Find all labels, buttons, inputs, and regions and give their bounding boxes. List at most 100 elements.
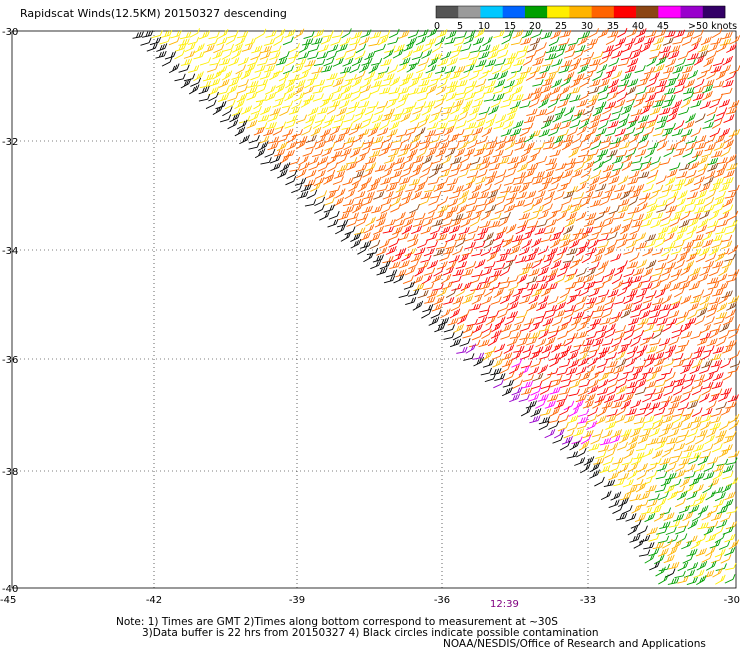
wind-barb [357,100,370,109]
wind-barb [535,108,548,117]
wind-barb [560,59,573,68]
wind-barb [539,65,551,74]
wind-barb [427,78,439,88]
wind-barb [579,77,591,88]
wind-barb [428,113,440,124]
wind-barb [323,57,335,67]
wind-barb [250,71,262,81]
wind-barb [212,50,224,60]
wind-barb [411,51,424,61]
lat-tick-label: -32 [2,137,18,148]
wind-barb [673,120,685,131]
wind-barb [227,30,239,39]
wind-barb [483,119,495,130]
wind-barb [668,50,680,60]
wind-barb [678,106,690,116]
wind-barb [383,108,395,117]
wind-barb [331,85,343,95]
wind-barb [545,45,557,54]
wind-barb [488,105,499,115]
wind-barb [718,99,730,108]
wind-barb [349,37,361,46]
wind-barb [149,36,162,46]
wind-barb [540,84,552,94]
wind-barb [282,36,294,46]
wind-barb [522,55,534,66]
wind-barb [228,78,240,87]
wind-barb [721,31,733,40]
wind-barb [592,106,604,117]
wind-barb [259,71,272,80]
map-title: Rapidscat Winds(12.5KM) 20150327 descend… [20,7,287,20]
wind-barb [592,51,604,60]
wind-barb [161,56,173,67]
wind-barb [364,51,376,61]
wind-barb [180,78,192,89]
wind-barb [491,65,503,75]
wind-barb [713,112,725,122]
wind-barb [369,31,382,39]
wind-barb [585,98,597,108]
wind-barb [452,99,464,108]
wind-barb [588,86,600,95]
wind-barb [574,44,586,53]
wind-barb [440,71,452,81]
wind-barb [168,63,180,74]
wind-barb [265,121,277,130]
wind-barb [297,51,310,60]
wind-barb [246,91,258,101]
wind-barb [307,51,319,60]
wind-barb [386,98,397,109]
wind-barb [310,126,322,137]
wind-barb [308,44,320,53]
wind-barb [205,99,217,109]
wind-barb [519,100,531,109]
wind-barb [288,106,300,115]
wind-barb [665,78,677,88]
legend-label: 25 [555,21,567,32]
lat-tick-label: -30 [2,27,18,38]
wind-barb [179,31,192,40]
wind-barb [241,105,253,115]
wind-barb [269,51,281,60]
wind-barb [588,120,600,130]
wind-barb [523,115,536,124]
wind-barb [218,58,231,66]
wind-barb [673,85,685,94]
wind-barb [383,49,394,60]
wind-barb [664,87,676,95]
wind-barb [635,28,647,38]
wind-barb [558,65,570,74]
wind-barb [474,92,486,102]
wind-barb [494,58,506,66]
wind-barb [354,70,366,80]
wind-barb [417,92,429,102]
wind-barb [700,64,713,74]
wind-barb [377,35,389,46]
wind-barb [219,114,232,123]
wind-barb [462,99,473,110]
legend-label: 10 [478,21,490,32]
wind-barb [655,56,667,66]
wind-barb [244,37,257,46]
wind-barb [455,31,467,39]
wind-barb [564,43,576,53]
wind-barb [307,73,319,81]
wind-barb [364,105,376,116]
wind-barb [303,30,315,40]
legend-swatch [502,6,526,18]
wind-barb [599,113,612,122]
wind-barb [368,39,380,47]
wind-barb [554,48,565,59]
wind-barb [511,65,523,74]
wind-barb [291,99,302,110]
wind-barb [558,38,570,46]
wind-barb [639,72,651,82]
map-frame [11,30,737,589]
wind-barb [624,37,636,46]
wind-barb [661,99,673,109]
lat-tick-label: -34 [2,246,18,257]
wind-barb [551,78,562,89]
wind-barb [246,119,258,129]
wind-barb [616,92,628,103]
